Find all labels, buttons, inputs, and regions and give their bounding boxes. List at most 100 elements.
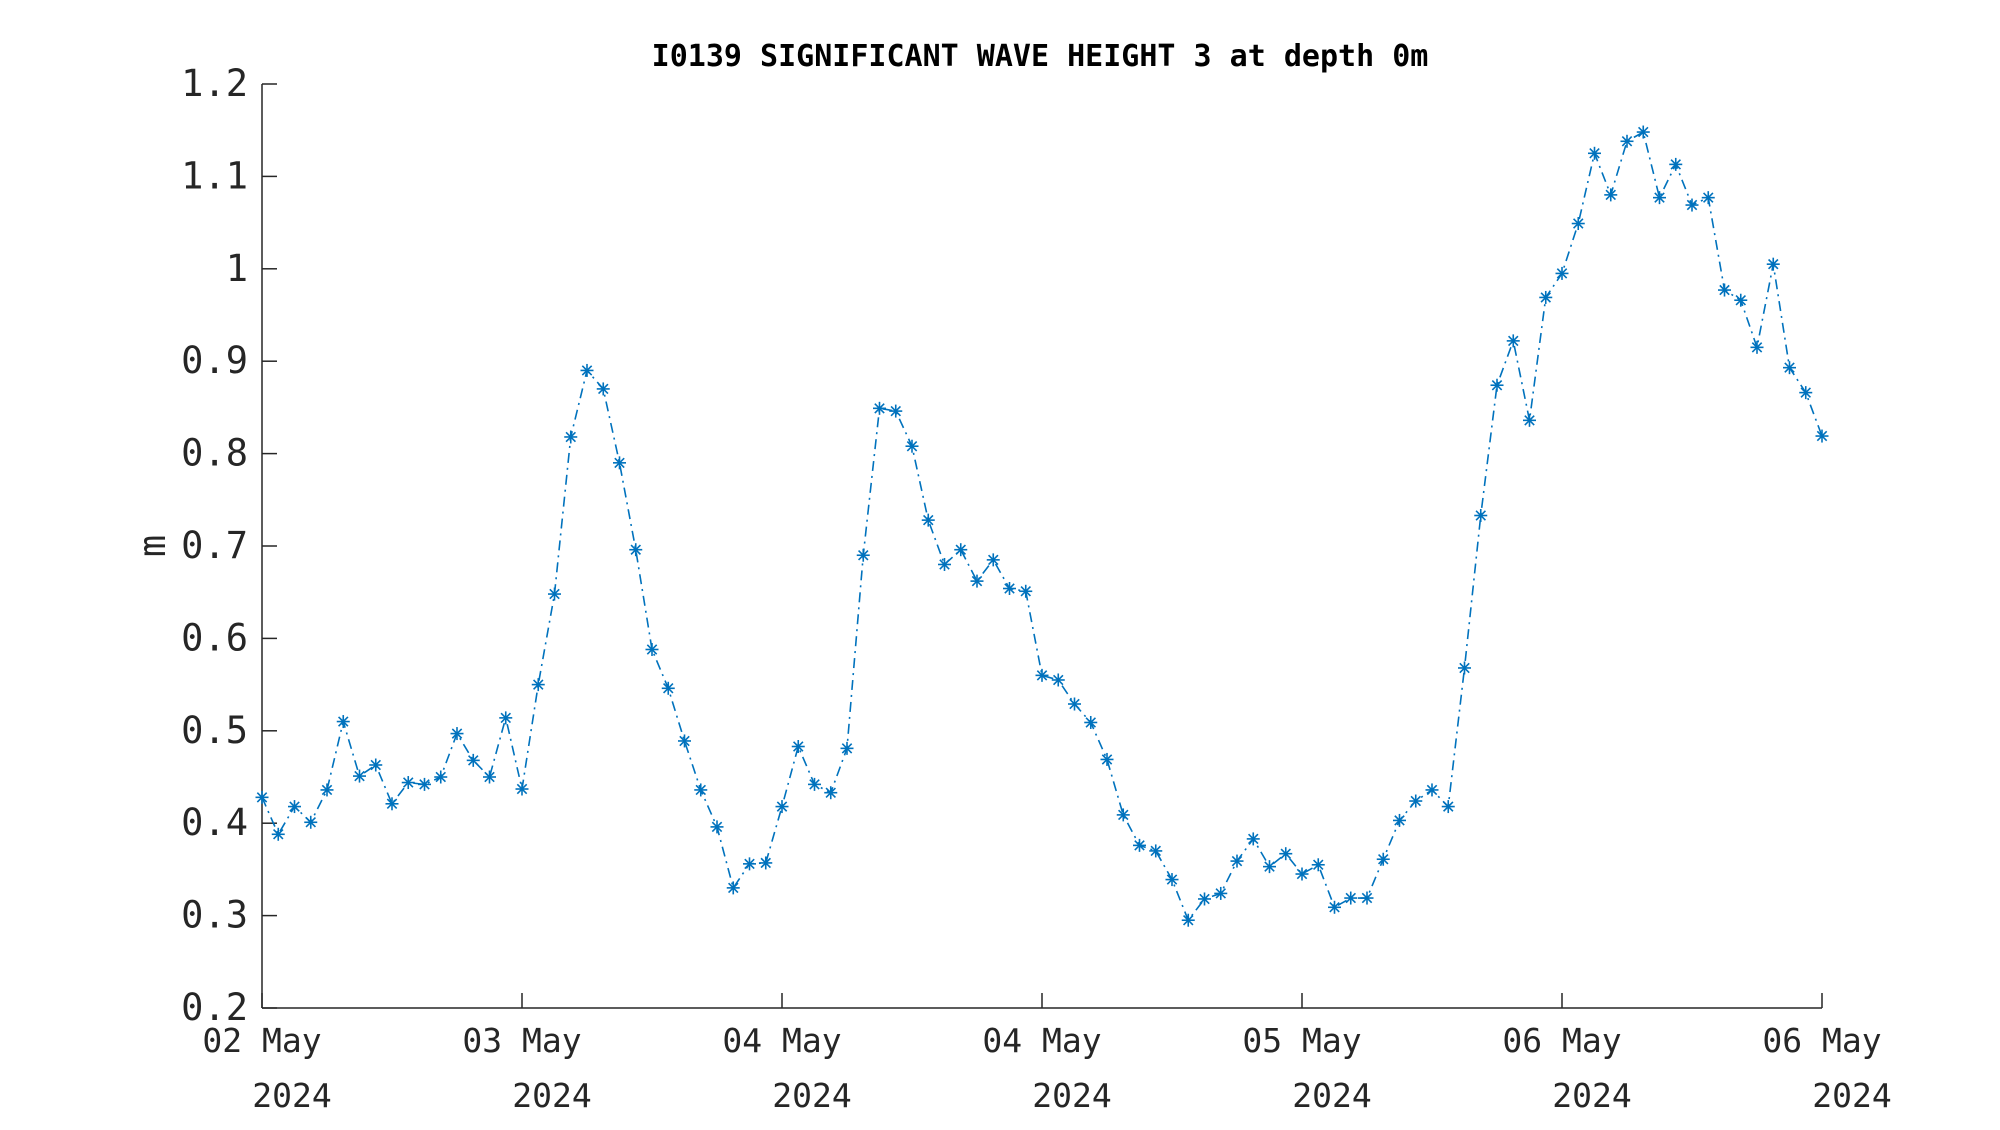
data-point (1799, 386, 1813, 400)
data-point (1588, 146, 1601, 160)
data-point (531, 678, 545, 692)
data-point (1506, 334, 1520, 348)
data-point (824, 786, 838, 800)
data-point (938, 557, 951, 571)
y-tick-label: 1 (226, 247, 248, 290)
data-point (661, 681, 675, 695)
data-point (1149, 844, 1163, 858)
y-tick-label: 0.2 (181, 986, 248, 1029)
data-point (629, 543, 643, 557)
data-point (353, 769, 366, 783)
data-point (450, 727, 464, 741)
data-point (564, 430, 578, 444)
data-point (791, 740, 805, 754)
data-point (1051, 673, 1065, 687)
data-point (369, 758, 383, 772)
y-tick-label: 0.8 (181, 432, 248, 475)
y-tick-label: 1.2 (181, 62, 248, 105)
data-point (1458, 661, 1471, 675)
data-point (808, 777, 821, 791)
data-point (1620, 134, 1634, 148)
data-point (580, 363, 594, 377)
data-point (905, 439, 919, 453)
data-point (1263, 860, 1276, 874)
x-tick-label-date: 04 May (982, 1021, 1101, 1060)
data-point (401, 776, 415, 790)
data-point (255, 790, 269, 804)
data-point (1685, 198, 1699, 212)
data-point (1441, 800, 1455, 814)
data-point (889, 404, 903, 418)
x-tick-label-date: 06 May (1762, 1021, 1881, 1060)
data-point (1571, 217, 1585, 231)
data-point (856, 548, 870, 562)
x-tick-label-year: 2024 (772, 1076, 851, 1115)
data-point (434, 770, 448, 784)
y-tick-label: 1.1 (181, 154, 248, 197)
data-point (271, 827, 285, 841)
data-point (1701, 191, 1715, 205)
data-point (1376, 852, 1390, 866)
data-point (840, 741, 854, 755)
data-point (288, 800, 301, 814)
data-point (1133, 838, 1146, 852)
data-point (1311, 858, 1325, 872)
data-point (1474, 509, 1488, 523)
x-tick-label-year: 2024 (1032, 1076, 1111, 1115)
x-tick-label-date: 02 May (202, 1021, 321, 1060)
chart-title: I0139 SIGNIFICANT WAVE HEIGHT 3 at depth… (652, 39, 1429, 74)
data-point (499, 711, 513, 725)
data-point (596, 382, 610, 396)
data-point (418, 777, 431, 791)
y-axis-label: m (131, 535, 174, 557)
x-tick-label-date: 05 May (1242, 1021, 1361, 1060)
x-tick-label-year: 2024 (1552, 1076, 1631, 1115)
data-point (1669, 157, 1683, 171)
data-point (1783, 361, 1796, 375)
data-point (1490, 378, 1504, 392)
series-line (261, 130, 1823, 922)
x-tick-label-date: 06 May (1502, 1021, 1621, 1060)
data-point (1019, 584, 1033, 598)
data-point (1555, 266, 1569, 280)
data-point (1766, 257, 1780, 271)
data-point (1360, 891, 1374, 905)
data-point (320, 783, 334, 797)
data-point (1246, 832, 1260, 846)
data-point (743, 857, 756, 871)
data-point (1539, 290, 1553, 304)
data-point (970, 574, 984, 588)
data-point (1116, 808, 1130, 822)
data-point (1181, 913, 1195, 927)
data-point (1165, 873, 1179, 887)
data-point (1393, 813, 1406, 827)
data-point (466, 753, 480, 767)
data-point (515, 782, 529, 796)
data-point (1230, 854, 1244, 868)
data-point (1734, 293, 1748, 307)
data-point (613, 456, 626, 470)
data-point (336, 715, 350, 729)
series-group (255, 125, 1829, 927)
data-point (775, 800, 789, 814)
data-point (1214, 886, 1228, 900)
x-tick-label-year: 2024 (252, 1076, 331, 1115)
data-point (483, 770, 496, 784)
x-tick-label-date: 03 May (462, 1021, 581, 1060)
data-point (1068, 697, 1081, 711)
data-point (1328, 900, 1341, 914)
data-point (1084, 715, 1098, 729)
data-point (1636, 125, 1650, 139)
y-tick-label: 0.3 (181, 894, 248, 937)
y-tick-label: 0.6 (181, 616, 248, 659)
data-point (1604, 188, 1618, 202)
y-tick-label: 0.4 (181, 801, 248, 844)
data-point (678, 734, 691, 748)
data-point (759, 856, 773, 870)
data-point (1344, 891, 1358, 905)
data-point (385, 797, 399, 811)
data-point (1750, 340, 1764, 354)
data-point (986, 553, 1000, 567)
x-tick-label-year: 2024 (512, 1076, 591, 1115)
